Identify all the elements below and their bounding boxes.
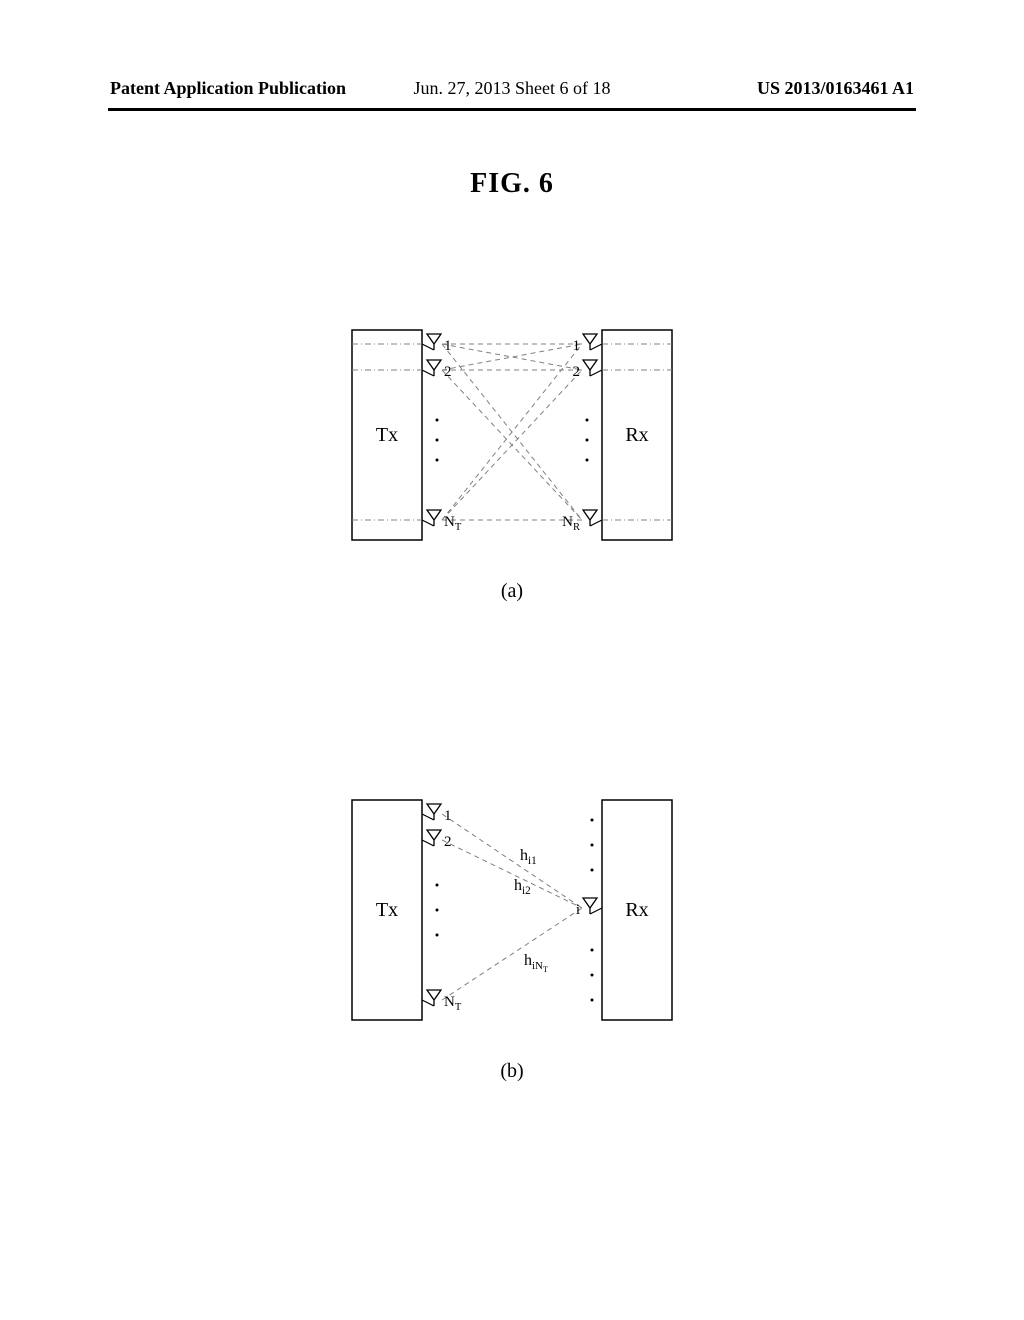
page-header: Patent Application Publication Jun. 27, …	[0, 78, 1024, 99]
header-left: Patent Application Publication	[110, 78, 346, 98]
diagram-a: Tx Rx 1 2 NT 1 2 NR	[342, 320, 682, 550]
svg-text:Rx: Rx	[625, 424, 648, 446]
svg-text:NT: NT	[444, 514, 462, 533]
svg-text:hi1: hi1	[520, 847, 537, 867]
svg-text:Tx: Tx	[376, 424, 398, 446]
header-right: US 2013/0163461 A1	[757, 78, 914, 99]
svg-text:hiNT: hiNT	[524, 952, 548, 974]
svg-text:i: i	[576, 902, 580, 918]
svg-text:2: 2	[444, 834, 452, 850]
header-rule	[108, 108, 916, 111]
svg-text:NR: NR	[562, 514, 580, 533]
figure-title: FIG. 6	[0, 168, 1024, 200]
svg-text:Tx: Tx	[376, 899, 398, 921]
svg-text:NT: NT	[444, 994, 462, 1013]
svg-text:2: 2	[444, 364, 452, 380]
subfigure-b-label: (b)	[0, 1060, 1024, 1083]
subfigure-a-label: (a)	[0, 580, 1024, 603]
mimo-channel-i-diagram: Tx Rx hi1 hi2 hiNT 1 2 NT i	[342, 790, 682, 1030]
svg-text:1: 1	[573, 338, 581, 354]
svg-text:hi2: hi2	[514, 877, 531, 897]
svg-text:Rx: Rx	[625, 899, 648, 921]
svg-text:1: 1	[444, 338, 452, 354]
svg-text:1: 1	[444, 808, 452, 824]
header-center: Jun. 27, 2013 Sheet 6 of 18	[414, 78, 611, 99]
svg-text:2: 2	[573, 364, 581, 380]
mimo-full-diagram: Tx Rx 1 2 NT 1 2 NR	[342, 320, 682, 550]
diagram-b: Tx Rx hi1 hi2 hiNT 1 2 NT i	[342, 790, 682, 1030]
